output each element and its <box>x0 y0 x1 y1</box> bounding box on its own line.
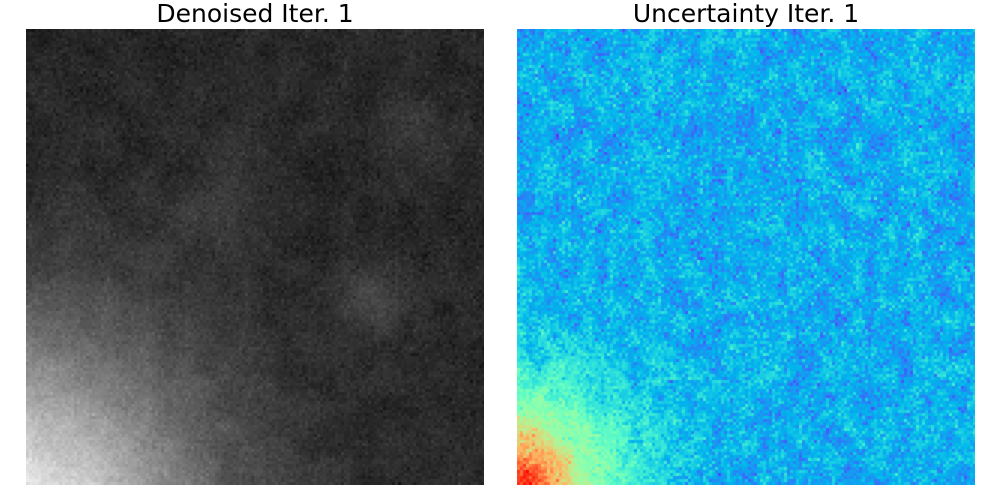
denoised-image <box>26 29 484 485</box>
denoised-panel-title: Denoised Iter. 1 <box>156 0 354 28</box>
uncertainty-panel-title: Uncertainty Iter. 1 <box>632 0 860 28</box>
uncertainty-image <box>517 29 975 485</box>
